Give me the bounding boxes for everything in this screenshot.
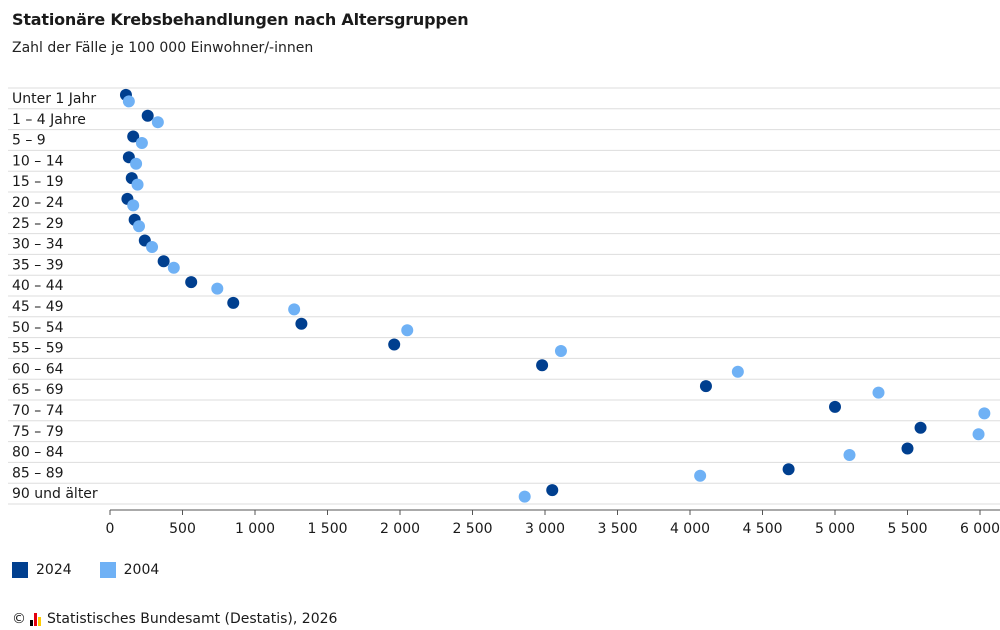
data-point-2004: [972, 428, 985, 441]
chart-subtitle: Zahl der Fälle je 100 000 Einwohner/-inn…: [12, 40, 314, 56]
data-point-2024: [185, 276, 198, 289]
destatis-logo-icon: [30, 612, 42, 626]
data-point-2004: [211, 282, 224, 295]
data-point-2024: [546, 484, 559, 497]
data-point-2024: [388, 338, 401, 351]
data-point-2024: [295, 317, 308, 330]
category-label: 25 – 29: [12, 216, 64, 232]
category-label: 15 – 19: [12, 174, 64, 190]
legend-label-2004: 2004: [123, 562, 160, 578]
legend: 2024 2004: [12, 562, 187, 578]
data-point-2024: [829, 400, 841, 413]
data-point-2004: [288, 303, 301, 316]
category-label: 20 – 24: [12, 195, 64, 211]
data-point-2004: [843, 449, 856, 461]
data-point-2004: [872, 386, 885, 399]
category-label: 35 – 39: [12, 257, 64, 273]
data-point-2004: [518, 490, 531, 503]
x-tick-label: 4 000: [670, 521, 710, 537]
data-point-2004: [130, 157, 143, 170]
category-label: 5 – 9: [12, 133, 46, 149]
category-label: 80 – 84: [12, 445, 64, 461]
category-label: Unter 1 Jahr: [12, 91, 96, 107]
x-tick-label: 500: [169, 521, 196, 537]
x-tick-label: 2 000: [380, 521, 420, 537]
data-point-2004: [151, 116, 164, 129]
x-tick-label: 2 500: [452, 521, 492, 537]
data-point-2024: [782, 463, 795, 476]
data-point-2024: [699, 380, 712, 393]
data-point-2024: [141, 109, 154, 122]
copyright-symbol: ©: [12, 611, 26, 627]
x-tick-label: 6 000: [960, 521, 1000, 537]
category-label: 55 – 59: [12, 341, 64, 357]
source-credit: © Statistisches Bundesamt (Destatis), 20…: [12, 611, 337, 627]
data-point-2024: [914, 421, 927, 434]
category-label: 30 – 34: [12, 237, 64, 253]
category-label: 90 und älter: [12, 486, 98, 502]
data-point-2004: [694, 469, 707, 482]
category-label: 10 – 14: [12, 153, 64, 169]
category-label: 40 – 44: [12, 278, 64, 294]
category-label: 75 – 79: [12, 424, 64, 440]
x-tick-label: 5 000: [815, 521, 855, 537]
x-tick-label: 3 000: [525, 521, 565, 537]
data-point-2004: [133, 220, 145, 233]
data-point-2024: [127, 130, 140, 143]
chart-title: Stationäre Krebsbehandlungen nach Alters…: [12, 10, 469, 29]
data-point-2004: [127, 199, 140, 212]
legend-item-2024[interactable]: 2024: [12, 562, 72, 578]
x-tick-label: 5 500: [887, 521, 927, 537]
data-point-2004: [122, 95, 135, 108]
data-point-2004: [978, 407, 991, 420]
category-label: 70 – 74: [12, 403, 64, 419]
data-point-2024: [227, 296, 240, 309]
data-point-2004: [131, 178, 144, 191]
x-tick-label: 0: [106, 521, 115, 537]
x-tick-label: 1 500: [307, 521, 347, 537]
category-label: 65 – 69: [12, 382, 64, 398]
data-point-2024: [901, 442, 914, 455]
legend-label-2024: 2024: [36, 562, 72, 578]
legend-swatch-2004: [99, 562, 116, 578]
category-label: 1 – 4 Jahre: [12, 112, 86, 128]
category-label: 50 – 54: [12, 320, 64, 336]
x-tick-label: 4 500: [742, 521, 782, 537]
data-point-2024: [536, 359, 549, 372]
category-label: 60 – 64: [12, 361, 64, 377]
category-label: 45 – 49: [12, 299, 64, 315]
legend-item-2004[interactable]: 2004: [99, 562, 160, 578]
data-point-2024: [157, 255, 170, 268]
category-label: 85 – 89: [12, 465, 64, 481]
data-point-2004: [731, 365, 744, 378]
data-point-2004: [554, 345, 567, 357]
data-point-2004: [146, 241, 159, 253]
x-tick-label: 1 000: [235, 521, 275, 537]
legend-swatch-2024: [12, 562, 28, 578]
source-text: Statistisches Bundesamt (Destatis), 2026: [47, 611, 338, 627]
x-tick-label: 3 500: [597, 521, 637, 537]
data-point-2004: [401, 324, 414, 337]
data-point-2004: [135, 137, 148, 149]
data-point-2004: [167, 261, 180, 274]
